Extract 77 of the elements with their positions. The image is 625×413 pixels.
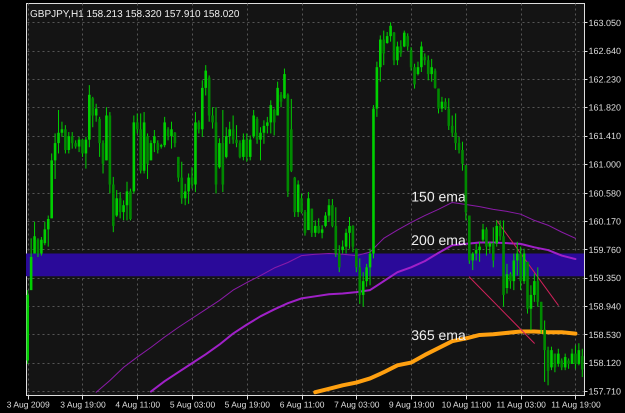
y-tick-label: 161.410 — [588, 131, 622, 142]
y-tick-label: 162.230 — [588, 74, 622, 84]
candlestick — [506, 263, 508, 294]
candlestick — [269, 100, 272, 134]
y-tick-label: 157.710 — [588, 386, 622, 396]
x-tick-label: 4 Aug 11:00 — [115, 400, 160, 410]
candlestick — [482, 223, 484, 242]
candlestick — [564, 353, 566, 371]
candlestick — [70, 132, 74, 150]
line-series — [96, 202, 576, 393]
candlestick — [64, 124, 67, 154]
candlestick — [396, 41, 399, 66]
candlestick — [454, 112, 457, 150]
candlestick — [426, 54, 430, 81]
candlestick — [440, 96, 444, 113]
candlestick — [115, 190, 118, 218]
candlestick — [246, 132, 248, 162]
candlestick — [578, 342, 580, 366]
candlestick — [574, 344, 577, 370]
x-tick-label: 7 Aug 03:00 — [334, 400, 380, 410]
series-label: 150 ema — [411, 188, 466, 204]
candlestick — [382, 30, 386, 66]
candlestick — [81, 138, 84, 158]
x-tick-label: 11 Aug 19:00 — [551, 400, 601, 410]
y-tick-label: 161.000 — [588, 159, 622, 170]
candlestick — [478, 241, 481, 262]
candlestick — [166, 126, 170, 141]
candlestick — [317, 218, 320, 234]
candlestick — [554, 353, 556, 373]
y-tick-label: 158.120 — [588, 358, 622, 368]
candlestick — [126, 181, 128, 221]
candlestick — [33, 221, 36, 254]
x-tick-label: 5 Aug 19:00 — [224, 400, 270, 410]
line-series — [313, 330, 578, 394]
y-tick-label: 159.760 — [588, 244, 622, 255]
candlestick — [550, 346, 553, 371]
candlestick — [488, 241, 492, 254]
y-tick-label: 158.530 — [588, 330, 622, 340]
candlestick — [94, 103, 98, 122]
y-tick-label: 159.350 — [588, 273, 622, 284]
candlestick — [420, 41, 423, 73]
y-tick-label: 160.170 — [588, 216, 622, 227]
candlestick — [557, 348, 560, 368]
y-tick-label: 161.820 — [588, 102, 622, 113]
x-tick-label: 5 Aug 03:00 — [170, 400, 216, 410]
candlestick — [406, 32, 409, 52]
candlestick — [67, 132, 70, 154]
y-tick-label: 160.580 — [588, 188, 622, 198]
candlestick — [232, 114, 234, 144]
candlestick — [118, 192, 122, 219]
candlestick — [474, 243, 478, 261]
candlestick — [434, 68, 436, 90]
text: GBPJPY,H1 158.213 158.320 157.910 158.020 — [30, 9, 240, 20]
x-tick-label: 3 Aug 2009 — [6, 400, 50, 410]
candlestick — [314, 220, 317, 238]
candlestick — [180, 161, 184, 204]
series-label: 200 ema — [411, 232, 466, 248]
candlestick — [348, 216, 351, 250]
candlestick — [530, 284, 532, 331]
y-tick-label: 158.940 — [588, 301, 622, 312]
candlestick — [567, 358, 570, 370]
x-tick-label: 11 Aug 03:00 — [496, 400, 546, 410]
candlestick — [248, 135, 252, 161]
candlestick — [170, 121, 173, 150]
y-tick-label: 163.050 — [588, 18, 622, 28]
x-tick-label: 3 Aug 19:00 — [60, 400, 106, 410]
candlestick — [437, 88, 440, 114]
candlestick — [36, 238, 40, 258]
x-tick-label: 10 Aug 11:00 — [442, 400, 492, 410]
candlestick — [242, 132, 245, 161]
candlestick — [485, 226, 488, 256]
x-tick-label: 6 Aug 11:00 — [280, 400, 325, 410]
x-tick-label: 9 Aug 19:00 — [388, 400, 435, 410]
candlestick — [163, 116, 166, 148]
series-label: 365 ema — [411, 327, 466, 344]
candlestick — [78, 136, 80, 153]
y-tick-label: 162.640 — [588, 46, 622, 56]
